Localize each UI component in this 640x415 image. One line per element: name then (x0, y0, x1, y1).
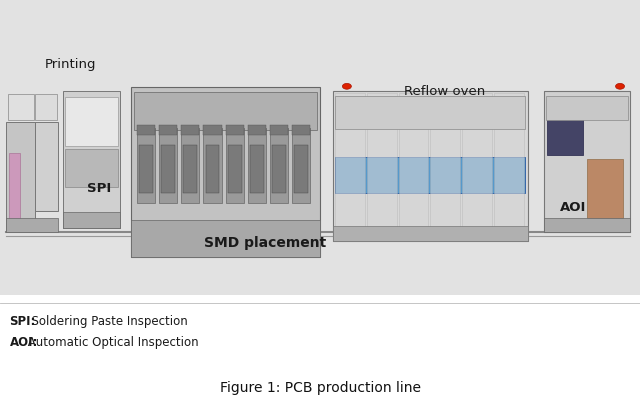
FancyBboxPatch shape (226, 124, 244, 135)
FancyBboxPatch shape (335, 157, 525, 193)
FancyBboxPatch shape (272, 145, 286, 193)
FancyBboxPatch shape (204, 124, 221, 135)
FancyBboxPatch shape (333, 91, 528, 241)
FancyBboxPatch shape (430, 93, 460, 239)
FancyBboxPatch shape (204, 128, 221, 203)
FancyBboxPatch shape (226, 128, 244, 203)
FancyBboxPatch shape (547, 101, 584, 155)
FancyBboxPatch shape (205, 145, 220, 193)
FancyBboxPatch shape (544, 218, 630, 232)
Circle shape (616, 83, 625, 89)
FancyBboxPatch shape (399, 93, 429, 239)
FancyBboxPatch shape (270, 128, 288, 203)
FancyBboxPatch shape (8, 94, 35, 120)
Text: SPI: SPI (87, 182, 111, 195)
Text: Automatic Optical Inspection: Automatic Optical Inspection (24, 336, 198, 349)
FancyBboxPatch shape (159, 124, 177, 135)
FancyBboxPatch shape (134, 92, 317, 129)
FancyBboxPatch shape (367, 93, 397, 239)
FancyBboxPatch shape (139, 145, 153, 193)
FancyBboxPatch shape (161, 145, 175, 193)
Text: Figure 1: PCB production line: Figure 1: PCB production line (220, 381, 420, 395)
FancyBboxPatch shape (181, 128, 200, 203)
Text: AOI: AOI (559, 201, 586, 214)
FancyBboxPatch shape (248, 124, 266, 135)
FancyBboxPatch shape (335, 93, 365, 239)
FancyBboxPatch shape (250, 145, 264, 193)
FancyBboxPatch shape (137, 124, 155, 135)
FancyBboxPatch shape (63, 91, 120, 228)
FancyBboxPatch shape (131, 220, 320, 257)
FancyBboxPatch shape (0, 0, 640, 303)
FancyBboxPatch shape (544, 91, 630, 232)
FancyBboxPatch shape (131, 87, 320, 257)
FancyBboxPatch shape (159, 128, 177, 203)
Text: Reflow oven: Reflow oven (404, 85, 485, 98)
FancyBboxPatch shape (546, 95, 628, 120)
Circle shape (342, 83, 351, 89)
FancyBboxPatch shape (65, 97, 118, 146)
Text: SMD placement: SMD placement (204, 236, 327, 250)
FancyBboxPatch shape (6, 218, 58, 232)
Text: AOI:: AOI: (10, 336, 38, 349)
FancyBboxPatch shape (494, 93, 524, 239)
Text: SPI:: SPI: (10, 315, 36, 328)
FancyBboxPatch shape (292, 128, 310, 203)
FancyBboxPatch shape (588, 159, 623, 218)
Text: Printing: Printing (45, 58, 96, 71)
FancyBboxPatch shape (35, 94, 57, 120)
FancyBboxPatch shape (181, 124, 200, 135)
FancyBboxPatch shape (137, 128, 155, 203)
FancyBboxPatch shape (228, 145, 241, 193)
FancyBboxPatch shape (248, 128, 266, 203)
FancyBboxPatch shape (292, 124, 310, 135)
FancyBboxPatch shape (9, 154, 20, 221)
FancyBboxPatch shape (65, 149, 118, 187)
FancyBboxPatch shape (462, 93, 492, 239)
FancyBboxPatch shape (35, 122, 58, 211)
FancyBboxPatch shape (6, 122, 35, 232)
FancyBboxPatch shape (333, 226, 528, 241)
FancyBboxPatch shape (63, 212, 120, 228)
FancyBboxPatch shape (294, 145, 308, 193)
Text: Soldering Paste Inspection: Soldering Paste Inspection (24, 315, 188, 328)
FancyBboxPatch shape (0, 295, 640, 415)
FancyBboxPatch shape (270, 124, 288, 135)
FancyBboxPatch shape (184, 145, 197, 193)
FancyBboxPatch shape (335, 96, 525, 129)
